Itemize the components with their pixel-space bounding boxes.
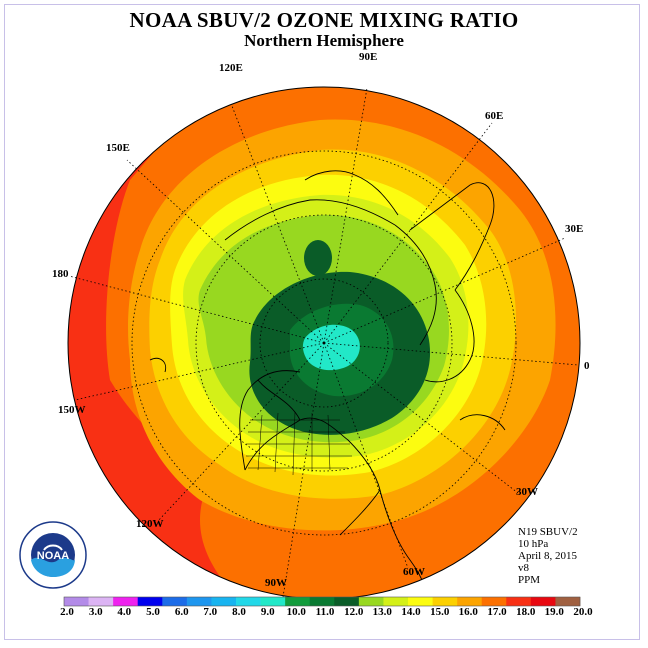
svg-text:NOAA: NOAA bbox=[37, 550, 69, 562]
colorbar-swatch bbox=[530, 597, 556, 606]
colorbar-swatch bbox=[432, 597, 458, 606]
colorbar-swatch bbox=[137, 597, 163, 606]
graticule bbox=[68, 87, 579, 598]
colorbar-swatch bbox=[162, 597, 188, 606]
colorbar-tick-label: 8.0 bbox=[232, 606, 246, 618]
colorbar-swatch bbox=[555, 597, 581, 606]
page-frame bbox=[4, 4, 640, 640]
version-label: v8 bbox=[518, 562, 529, 574]
colorbar-tick-label: 3.0 bbox=[88, 606, 103, 618]
lon-label-30w: 30W bbox=[516, 486, 538, 498]
colorbar-swatch bbox=[113, 597, 139, 606]
colorbar-swatch bbox=[285, 597, 311, 606]
colorbar-tick-label: 20.0 bbox=[573, 606, 593, 618]
colorbar-swatch bbox=[383, 597, 409, 606]
lon-label-0: 0 bbox=[584, 360, 590, 372]
colorbar-swatch bbox=[408, 597, 433, 606]
colorbar-outline bbox=[63, 596, 581, 607]
colorbar-tick-label: 2.0 bbox=[60, 606, 74, 618]
level-label: 10 hPa bbox=[518, 538, 549, 550]
colorbar-tick-label: 4.0 bbox=[117, 606, 132, 618]
lon-label-90e: 90E bbox=[359, 51, 378, 63]
colorbar-swatch bbox=[260, 597, 286, 606]
colorbar-tick-label: 13.0 bbox=[372, 606, 392, 618]
lon-label-60e: 60E bbox=[485, 110, 504, 122]
lon-label-30e: 30E bbox=[565, 223, 584, 235]
lon-label-150w: 150W bbox=[58, 404, 86, 416]
colorbar-tick-label: 14.0 bbox=[401, 606, 421, 618]
colorbar-tick-label: 6.0 bbox=[174, 606, 189, 618]
date-label: April 8, 2015 bbox=[518, 550, 577, 562]
colorbar-tick-label: 5.0 bbox=[146, 606, 160, 618]
satellite-label: N19 SBUV/2 bbox=[518, 526, 578, 538]
map-title: NOAA SBUV/2 OZONE MIXING RATIO bbox=[129, 8, 519, 32]
colorbar-tick-label: 16.0 bbox=[458, 606, 478, 618]
colorbar-swatch bbox=[506, 597, 532, 606]
colorbar-swatch bbox=[236, 597, 261, 606]
coastlines bbox=[149, 170, 506, 599]
colorbar-swatch bbox=[309, 597, 335, 606]
colorbar-tick-label: 10.0 bbox=[286, 606, 306, 618]
colorbar-swatch bbox=[457, 597, 483, 606]
colorbar-swatch bbox=[358, 597, 384, 606]
ozone-field bbox=[68, 87, 580, 599]
colorbar-tick-label: 17.0 bbox=[487, 606, 507, 618]
colorbar-swatch bbox=[88, 597, 114, 606]
lon-label-180: 180 bbox=[52, 268, 69, 280]
colorbar-tick-label: 18.0 bbox=[516, 606, 536, 618]
colorbar-tick-label: 9.0 bbox=[260, 606, 275, 618]
lon-label-120e: 120E bbox=[219, 62, 243, 74]
us-state-grid bbox=[246, 411, 352, 476]
colorbar-tick-label: 15.0 bbox=[430, 606, 450, 618]
colorbar-tick-label: 7.0 bbox=[203, 606, 218, 618]
colorbar-swatch bbox=[186, 597, 212, 606]
colorbar-tick-label: 19.0 bbox=[544, 606, 564, 618]
lon-label-60w: 60W bbox=[403, 566, 425, 578]
map-subtitle: Northern Hemisphere bbox=[244, 31, 404, 50]
lon-label-150e: 150E bbox=[106, 142, 130, 154]
info-block: N19 SBUV/2 10 hPa April 8, 2015 v8 PPM bbox=[518, 526, 578, 586]
units-label: PPM bbox=[518, 574, 541, 586]
colorbar-swatch bbox=[64, 597, 89, 606]
colorbar-tick-label: 11.0 bbox=[315, 606, 335, 618]
colorbar-swatch bbox=[481, 597, 507, 606]
lon-label-90w: 90W bbox=[265, 577, 287, 589]
colorbar-swatch bbox=[334, 597, 360, 606]
lon-label-120w: 120W bbox=[136, 518, 164, 530]
colorbar-swatch bbox=[211, 597, 237, 606]
colorbar bbox=[63, 596, 581, 607]
colorbar-tick-label: 12.0 bbox=[344, 606, 364, 618]
noaa-logo: NOAA bbox=[19, 521, 87, 589]
